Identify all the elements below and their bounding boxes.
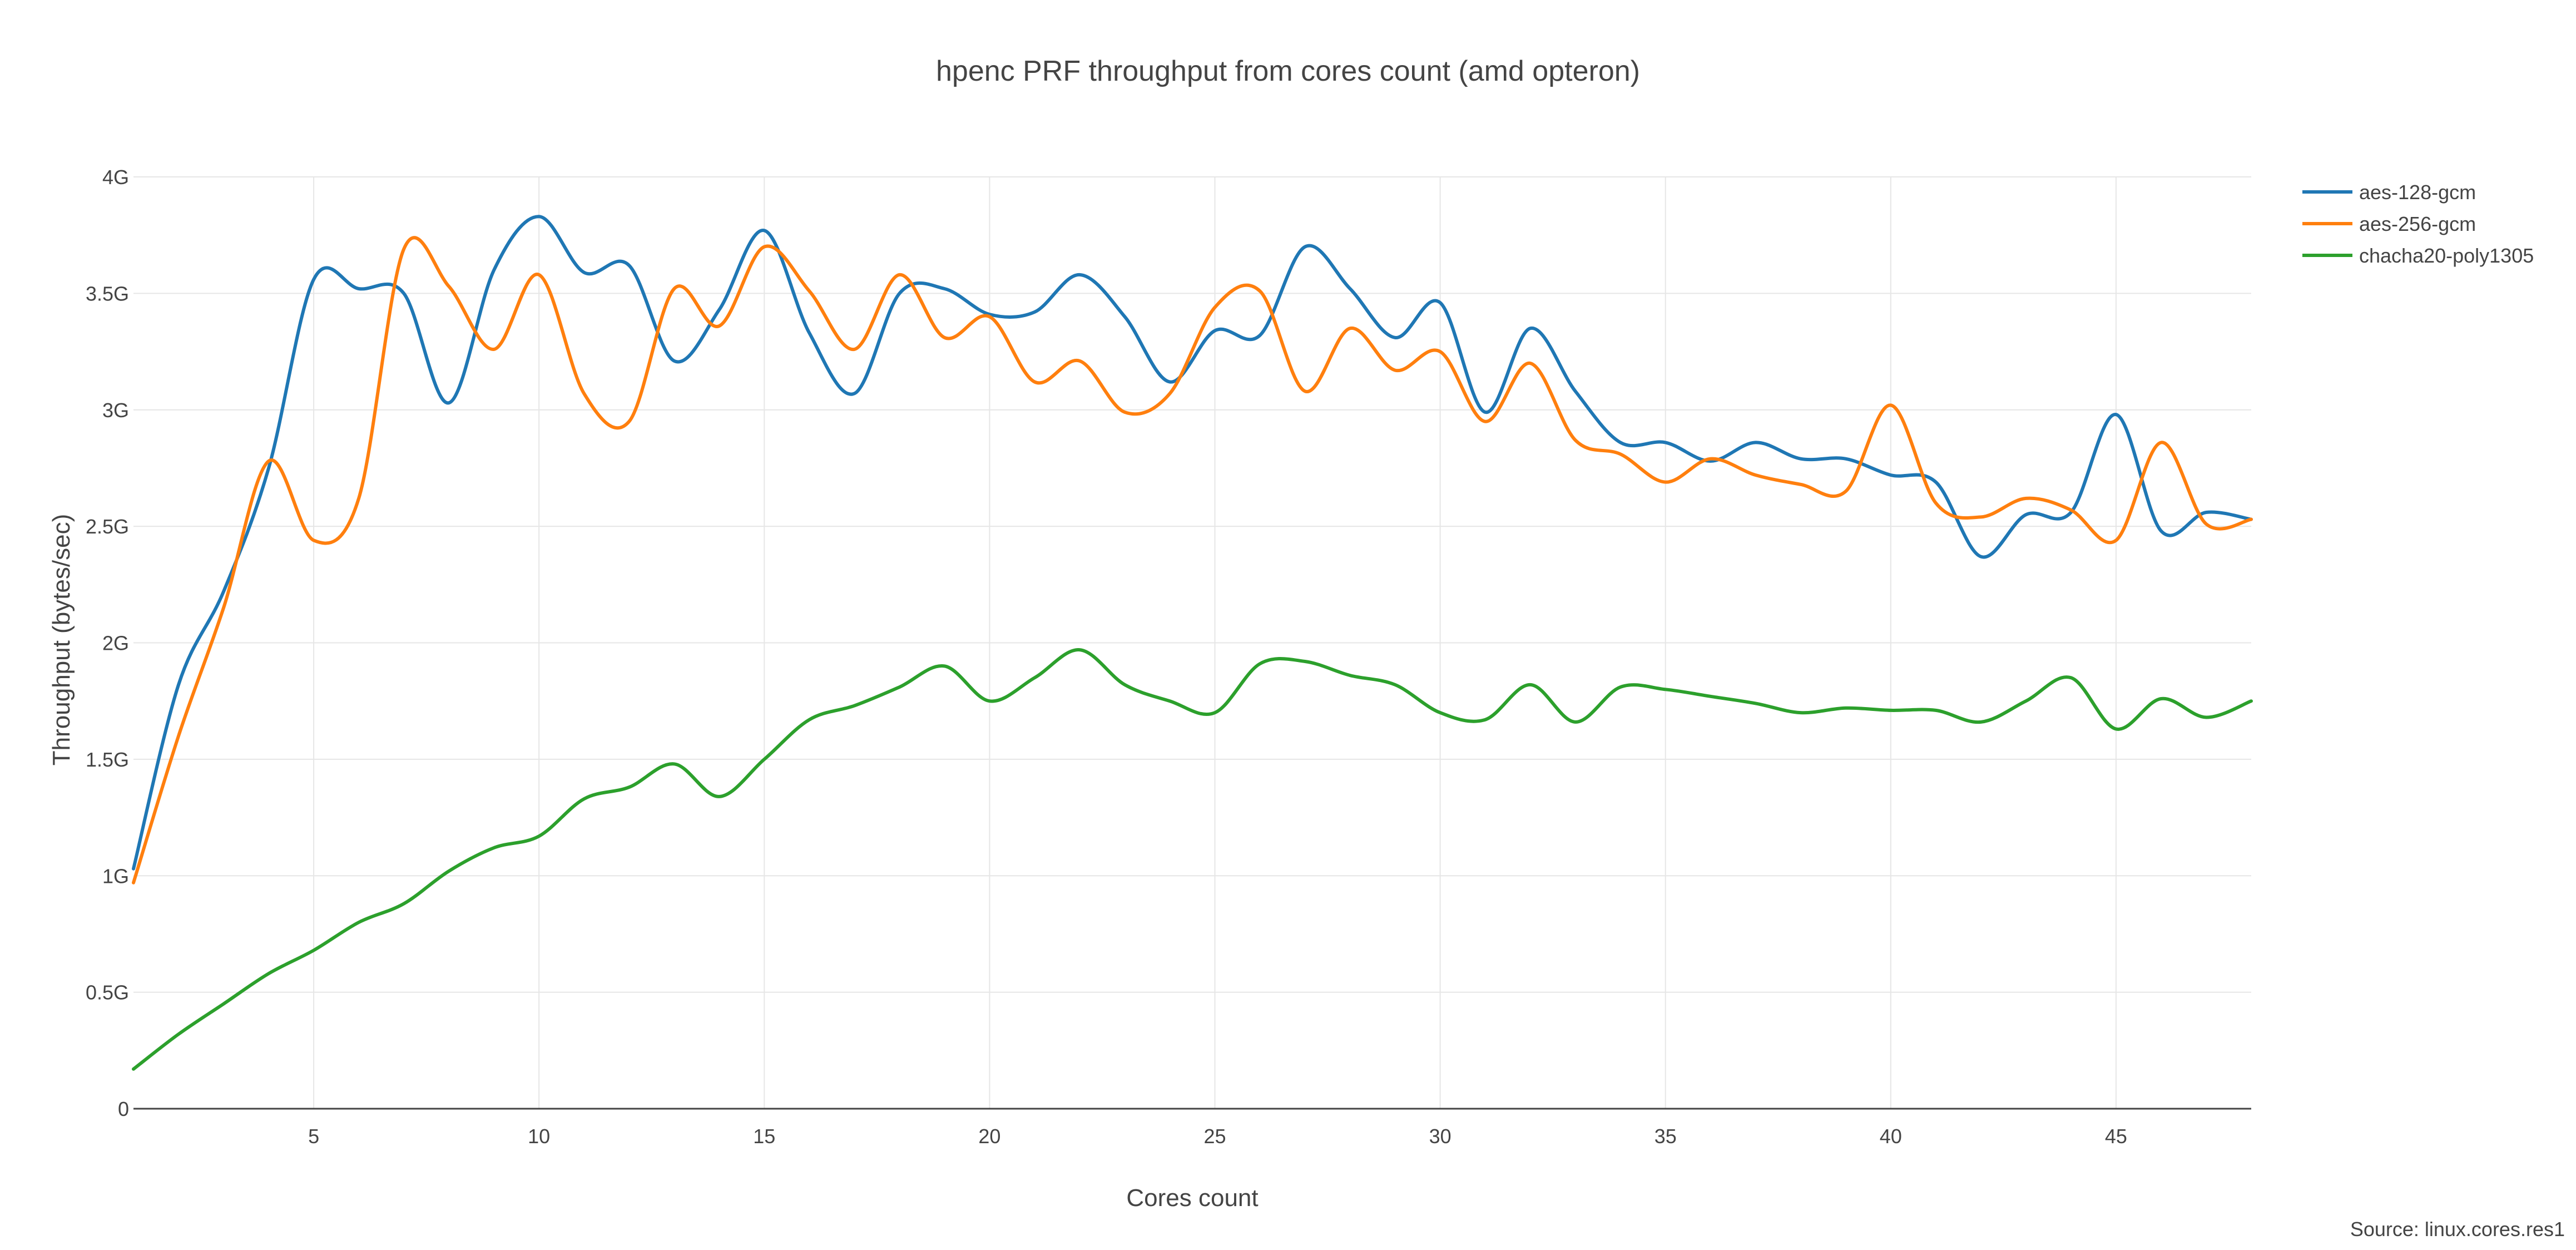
series-layer: [132, 215, 2253, 1071]
y-tick-label: 4G: [102, 166, 129, 189]
legend-label: aes-256-gcm: [2359, 213, 2476, 235]
series-line-chacha20-poly1305: [132, 648, 2253, 1071]
x-tick-label: 40: [1880, 1125, 1902, 1148]
grid-layer: [133, 176, 2251, 1109]
series-line-aes-256-gcm: [132, 236, 2253, 885]
legend-item-aes-128-gcm[interactable]: aes-128-gcm: [2302, 181, 2476, 204]
y-tick-label: 0: [118, 1098, 129, 1120]
x-tick-label: 30: [1429, 1125, 1452, 1148]
series-line-aes-128-gcm: [132, 215, 2253, 871]
legend-item-aes-256-gcm[interactable]: aes-256-gcm: [2302, 213, 2476, 235]
x-tick-label: 25: [1203, 1125, 1226, 1148]
x-tick-label: 20: [978, 1125, 1000, 1148]
source-note: Source: linux.cores.res1: [2350, 1218, 2565, 1241]
y-tick-label: 1.5G: [86, 748, 129, 771]
x-tick-label: 10: [528, 1125, 550, 1148]
y-tick-label: 3G: [102, 399, 129, 422]
y-tick-label: 0.5G: [86, 981, 129, 1004]
y-tick-label: 1G: [102, 864, 129, 887]
y-tick-label: 2.5G: [86, 515, 129, 538]
legend-item-chacha20-poly1305[interactable]: chacha20-poly1305: [2302, 244, 2534, 267]
y-tick-label: 3.5G: [86, 282, 129, 305]
y-tick-label: 2G: [102, 632, 129, 655]
x-tick-label: 45: [2105, 1125, 2127, 1148]
legend: aes-128-gcm aes-256-gcm chacha20-poly1305: [2302, 181, 2534, 267]
x-tick-label: 15: [753, 1125, 775, 1148]
legend-label: chacha20-poly1305: [2359, 244, 2534, 267]
x-tick-label: 5: [308, 1125, 319, 1148]
axis-layer: 5 10 15 20 25 30 35 40 45 0 0.5G 1G 1.5G 2G 2.5G 3G 3.5G…: [86, 166, 2251, 1148]
x-axis-title: Cores count: [1126, 1184, 1258, 1212]
chart-title: hpenc PRF throughput from cores count (a…: [936, 55, 1640, 87]
y-axis-title: Throughput (bytes/sec): [48, 514, 75, 765]
legend-label: aes-128-gcm: [2359, 181, 2476, 204]
x-tick-label: 35: [1654, 1125, 1677, 1148]
